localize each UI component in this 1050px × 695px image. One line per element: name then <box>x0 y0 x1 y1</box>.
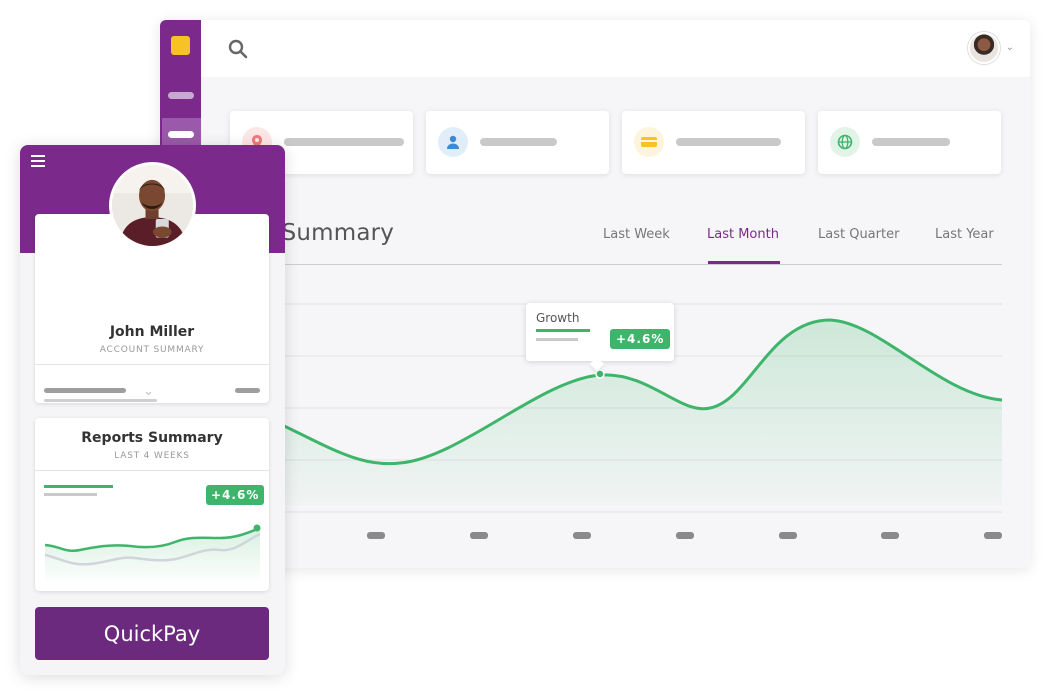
summary-value <box>235 388 260 393</box>
active-tab-indicator <box>708 261 780 264</box>
summary-line <box>44 388 126 393</box>
x-axis-tick <box>779 532 797 539</box>
growth-chart <box>281 303 1003 513</box>
tooltip-series-bar <box>536 329 590 332</box>
x-axis-tick <box>881 532 899 539</box>
user-icon <box>438 127 468 157</box>
x-axis-tick <box>573 532 591 539</box>
growth-badge: +4.6% <box>610 329 671 349</box>
divider <box>35 364 269 365</box>
desktop-window: ⌄ rts Summary Last Week Last Month Last … <box>160 20 1030 568</box>
x-axis-tick <box>367 532 385 539</box>
tab-last-month[interactable]: Last Month <box>707 227 779 242</box>
search-icon[interactable] <box>227 38 249 60</box>
reports-card-subtitle: LAST 4 WEEKS <box>114 451 190 461</box>
profile-photo[interactable] <box>109 162 196 249</box>
x-axis-tick <box>984 532 1002 539</box>
mobile-app: John Miller ACCOUNT SUMMARY ⌄ Reports Su… <box>20 145 285 675</box>
growth-tooltip: Growth +4.6% <box>526 303 674 372</box>
chart-highlight-point[interactable] <box>595 369 605 379</box>
tab-last-quarter[interactable]: Last Quarter <box>818 227 900 242</box>
hamburger-icon[interactable] <box>31 155 45 167</box>
summary-line <box>44 399 157 402</box>
sidebar-nav-item-2[interactable] <box>162 118 201 150</box>
chevron-down-icon[interactable]: ⌄ <box>143 383 154 398</box>
stat-card-user[interactable] <box>426 111 609 174</box>
divider <box>35 470 269 471</box>
profile-subtitle: ACCOUNT SUMMARY <box>99 345 205 355</box>
chart-area <box>282 320 1002 505</box>
mini-chart-point <box>253 524 261 532</box>
tab-last-year[interactable]: Last Year <box>935 227 994 242</box>
mini-chart-secondary-line <box>44 532 261 566</box>
user-avatar[interactable] <box>968 32 1000 64</box>
chart-line <box>281 318 1003 466</box>
globe-icon <box>830 127 860 157</box>
credit-card-icon <box>634 127 664 157</box>
growth-badge: +4.6% <box>206 485 265 505</box>
app-logo[interactable] <box>171 36 190 55</box>
profile-name: John Miller <box>109 324 195 340</box>
stat-card-payment[interactable] <box>622 111 805 174</box>
reports-summary-card[interactable]: Reports Summary LAST 4 WEEKS +4.6% <box>35 418 269 591</box>
mini-series-bar <box>44 485 113 488</box>
x-axis-tick <box>676 532 694 539</box>
reports-card-title: Reports Summary <box>81 430 223 446</box>
x-axis-tick <box>470 532 488 539</box>
tab-last-week[interactable]: Last Week <box>603 227 670 242</box>
tooltip-secondary-bar <box>536 338 578 341</box>
mini-chart-line <box>44 526 261 552</box>
stat-card-location[interactable] <box>230 111 413 174</box>
sidebar-nav-item-1[interactable] <box>168 92 194 99</box>
tooltip-label: Growth <box>536 311 580 325</box>
stat-card-globe[interactable] <box>818 111 1001 174</box>
top-bar: ⌄ <box>201 20 1030 77</box>
tabs-divider <box>282 264 1002 265</box>
mini-chart <box>44 524 261 580</box>
chevron-down-icon[interactable]: ⌄ <box>1005 42 1014 53</box>
mini-secondary-bar <box>44 493 97 496</box>
quickpay-button[interactable]: QuickPay <box>35 607 269 660</box>
